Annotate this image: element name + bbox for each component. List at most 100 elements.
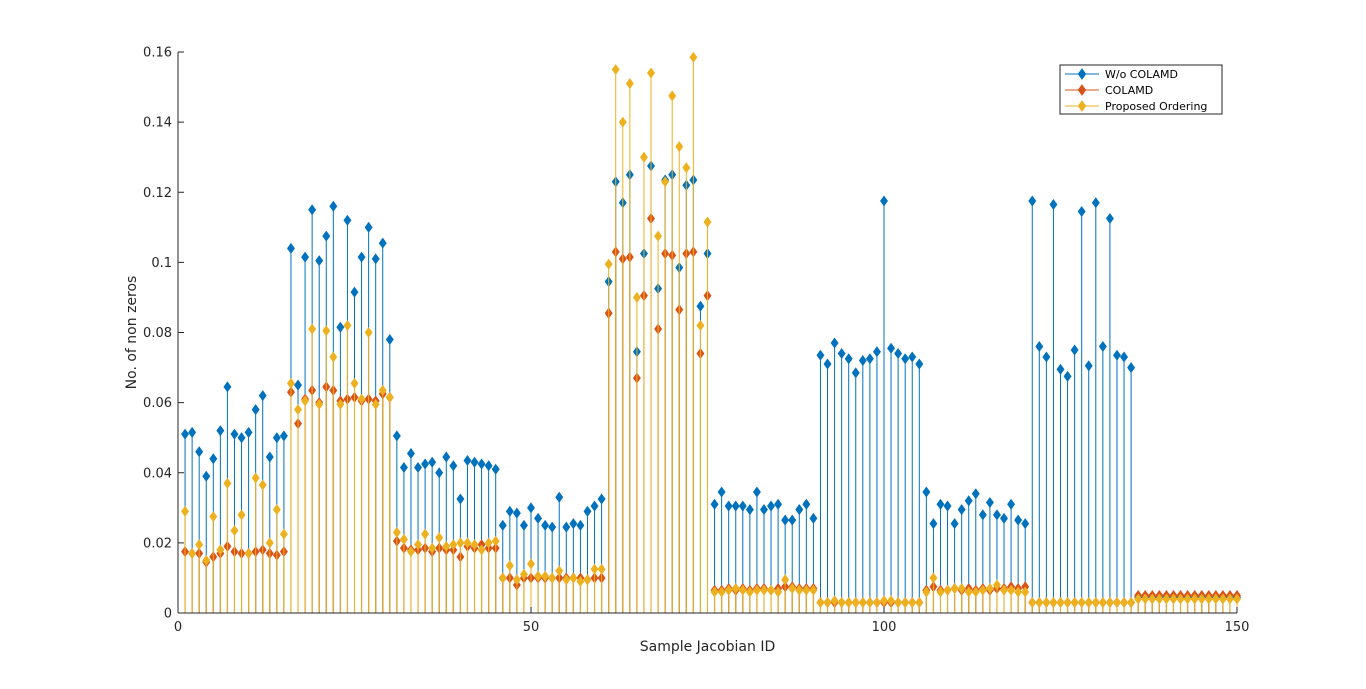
stem-marker: [541, 519, 550, 531]
stem-marker: [484, 460, 493, 472]
stem-marker: [908, 596, 917, 608]
stem-marker: [844, 596, 853, 608]
stem-marker: [244, 547, 253, 559]
stem-marker: [188, 547, 197, 559]
stem-marker: [894, 596, 903, 608]
stem-marker: [802, 584, 811, 596]
stem-marker: [710, 498, 719, 510]
stem-marker: [181, 505, 190, 517]
stem-marker: [527, 502, 535, 514]
stem-marker: [894, 348, 903, 360]
stem-marker: [1169, 593, 1178, 605]
stem-marker: [315, 398, 324, 410]
stem-marker: [294, 404, 302, 416]
stem-marker: [1091, 596, 1100, 608]
stem-marker: [1049, 596, 1058, 608]
stem-marker: [887, 342, 896, 354]
stem-marker: [724, 500, 733, 512]
stem-marker: [244, 426, 253, 438]
stem-marker: [1120, 351, 1129, 363]
stem-marker: [265, 537, 274, 549]
stem-marker: [371, 253, 380, 265]
stem-marker: [625, 78, 634, 90]
stem-marker: [1000, 584, 1008, 596]
stem-marker: [230, 525, 239, 537]
stem-marker: [315, 255, 324, 267]
stem-marker: [308, 323, 317, 335]
stem-marker: [851, 596, 860, 608]
stem-marker: [901, 596, 910, 608]
legend-entry-2: COLAMD: [1065, 84, 1153, 97]
stem-marker: [590, 500, 599, 512]
stem-marker: [576, 519, 585, 531]
stem-marker: [512, 574, 521, 586]
stem-marker: [654, 230, 663, 242]
stem-marker: [802, 498, 811, 510]
stem-marker: [887, 595, 896, 607]
stem-marker: [978, 584, 987, 596]
y-tick-label: 0.02: [143, 536, 172, 551]
stem-marker: [816, 349, 825, 361]
stem-marker: [195, 539, 204, 551]
stem-marker: [286, 377, 295, 389]
stem-marker: [1070, 596, 1079, 608]
stem-marker: [583, 505, 592, 517]
stem-marker: [929, 518, 938, 530]
stem-marker: [1056, 363, 1065, 375]
stem-marker: [760, 504, 768, 516]
stem-marker: [555, 565, 564, 577]
stem-marker: [809, 512, 818, 524]
stem-marker: [378, 384, 387, 396]
stem-marker: [724, 584, 733, 596]
stem-marker: [738, 584, 747, 596]
stem-marker: [1127, 596, 1136, 608]
stem-marker: [442, 451, 451, 463]
stem-marker: [1028, 596, 1037, 608]
stem-marker: [1021, 586, 1030, 598]
stem-marker: [767, 500, 776, 512]
stem-marker: [301, 251, 310, 263]
stem-marker: [1162, 593, 1171, 605]
stem-marker: [350, 286, 359, 298]
stem-marker: [1113, 596, 1121, 608]
stem-marker: [385, 391, 394, 403]
stem-marker: [258, 390, 267, 402]
stem-marker: [830, 337, 839, 349]
y-tick-label: 0.14: [143, 116, 172, 131]
stem-marker: [541, 570, 550, 582]
stem-marker: [258, 479, 267, 491]
stem-marker: [534, 570, 543, 582]
stem-marker: [1091, 197, 1100, 209]
stem-marker: [950, 518, 959, 530]
x-axis-label: Sample Jacobian ID: [640, 639, 776, 655]
stem-marker: [1218, 593, 1227, 605]
stem-marker: [964, 495, 973, 507]
stem-marker: [703, 216, 712, 228]
stem-marker: [364, 221, 373, 233]
stem-marker: [922, 586, 931, 598]
stem-marker: [745, 504, 754, 516]
stem-marker: [562, 574, 571, 586]
stem-marker: [1105, 596, 1114, 608]
stem-marker: [414, 461, 423, 474]
stem-marker: [336, 398, 345, 410]
stem-marker: [1155, 593, 1164, 605]
stem-marker: [964, 586, 973, 598]
stem-marker: [272, 432, 281, 444]
stem-marker: [548, 521, 557, 533]
stem-marker: [428, 456, 437, 468]
legend-entry-1: W/o COLAMD: [1065, 68, 1178, 81]
stem-marker: [251, 404, 260, 416]
stem-marker: [456, 537, 465, 549]
stem-marker: [774, 498, 783, 510]
stem-marker: [752, 486, 761, 498]
stem-marker: [477, 544, 486, 556]
stem-marker: [421, 528, 430, 540]
stem-marker: [407, 546, 415, 558]
stem-marker: [392, 526, 401, 538]
stem-marker: [908, 351, 917, 363]
stem-marker: [399, 533, 408, 545]
stem-marker: [823, 358, 832, 370]
stem-marker: [767, 584, 776, 596]
stem-marker: [569, 518, 578, 530]
